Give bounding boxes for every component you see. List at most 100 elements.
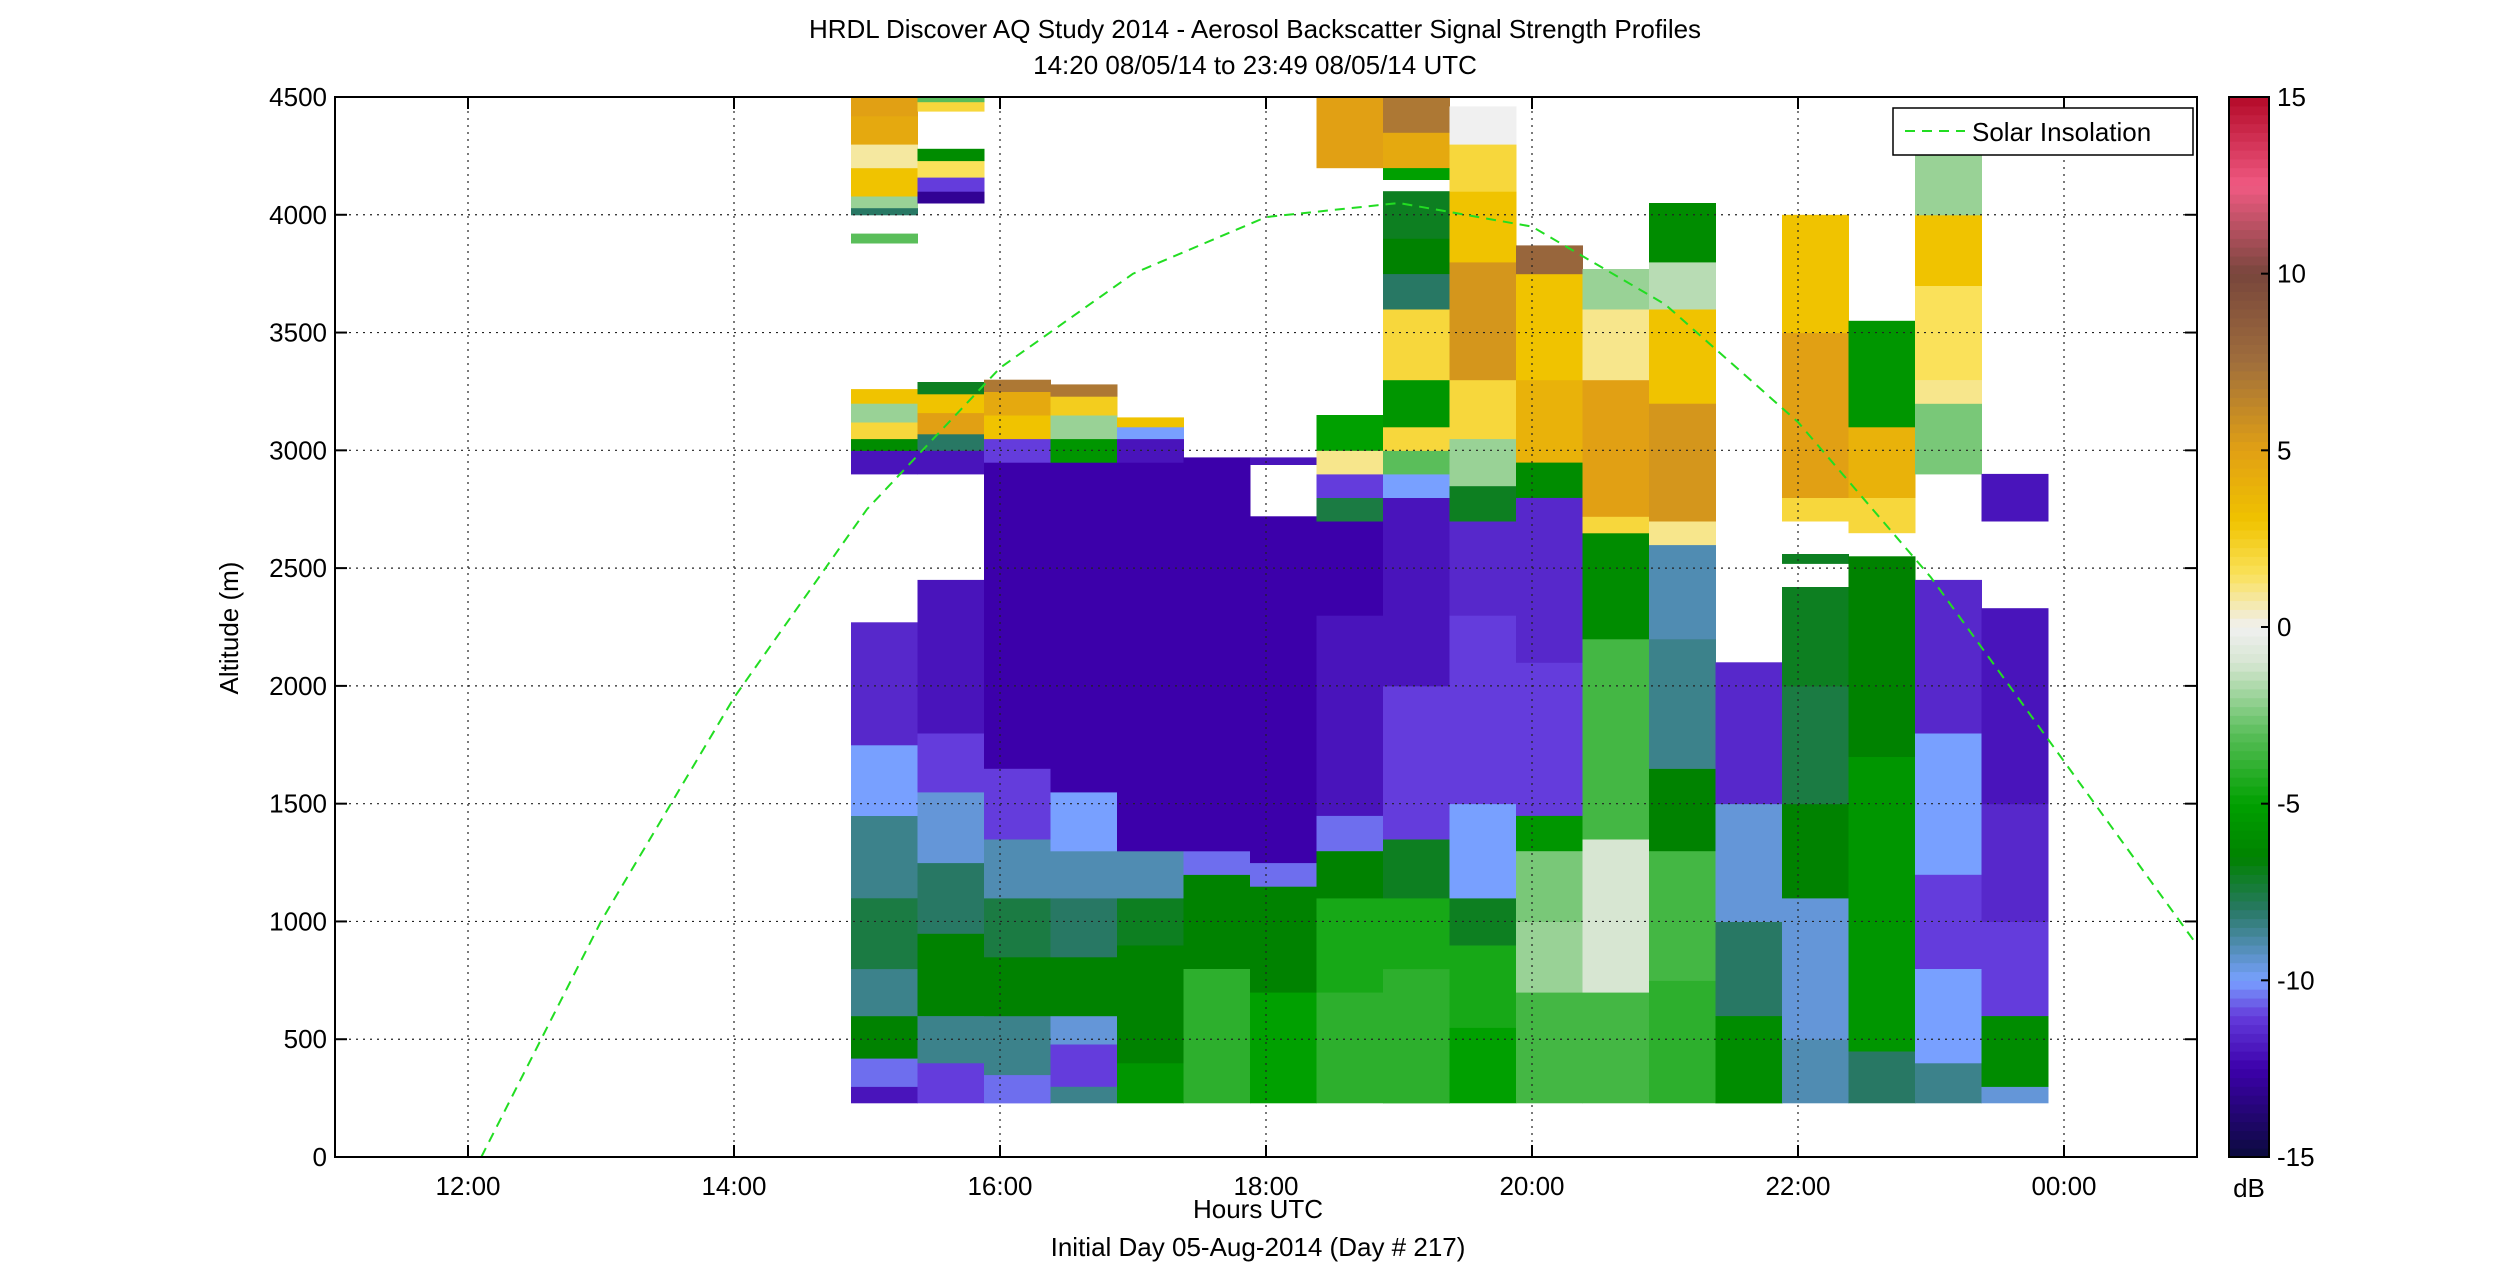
heatmap-cell: [851, 422, 918, 440]
x-tick-label: 22:00: [1765, 1171, 1830, 1201]
heatmap-cell: [1383, 238, 1450, 275]
heatmap-cell: [984, 897, 1051, 958]
colorbar-band: [2229, 264, 2269, 275]
colorbar-band: [2229, 1033, 2269, 1043]
heatmap-cell: [1316, 992, 1384, 1104]
colorbar-tick-label: 15: [2277, 82, 2306, 112]
heatmap-cell: [1848, 556, 1916, 757]
profile-column: [1915, 120, 1982, 1104]
heatmap-cell: [1582, 532, 1650, 640]
x-tick-label: 00:00: [2031, 1171, 2096, 1201]
heatmap-cell: [1050, 462, 1118, 793]
heatmap-cell: [1449, 144, 1517, 192]
colorbar-band: [2229, 909, 2269, 920]
heatmap-cell: [1383, 191, 1450, 239]
heatmap-cell: [1117, 438, 1184, 463]
colorbar-band: [2229, 680, 2269, 690]
heatmap-cell: [1250, 862, 1317, 887]
heatmap-cell: [1981, 608, 2049, 805]
heatmap-cell: [1050, 396, 1118, 416]
legend: Solar Insolation: [1892, 107, 2194, 156]
heatmap-cell: [984, 391, 1051, 416]
colorbar-band: [2229, 989, 2269, 999]
colorbar-band: [2229, 653, 2269, 663]
heatmap-cell: [851, 115, 918, 145]
colorbar-band: [2229, 1068, 2269, 1079]
colorbar-band: [2229, 326, 2269, 337]
colorbar-band: [2229, 309, 2269, 319]
heatmap-cell: [1183, 850, 1251, 875]
heatmap-cell: [1649, 768, 1716, 852]
colorbar-band: [2229, 856, 2269, 867]
heatmap-cell: [1981, 1015, 2049, 1087]
heatmap-cell: [851, 968, 918, 1017]
heatmap-cell: [1183, 1039, 1251, 1104]
colorbar-band: [2229, 918, 2269, 928]
heatmap-cell: [1516, 497, 1583, 663]
heatmap-cell: [1516, 921, 1583, 993]
heatmap-cell: [1050, 384, 1118, 397]
heatmap-cells: [851, 97, 2049, 1104]
heatmap-cell: [851, 207, 918, 216]
profile-column: [851, 97, 918, 1104]
heatmap-cell: [1383, 473, 1450, 498]
colorbar-band: [2229, 132, 2269, 142]
x-axis-label: Hours UTC: [1193, 1194, 1323, 1224]
colorbar-band: [2229, 203, 2269, 213]
heatmap-cell: [1117, 1015, 1184, 1064]
heatmap-cell: [1715, 803, 1783, 922]
colorbar-band: [2229, 1112, 2269, 1123]
colorbar-band: [2229, 362, 2269, 372]
heatmap-cell: [1582, 516, 1650, 534]
colorbar-band: [2229, 185, 2269, 195]
colorbar-band: [2229, 556, 2269, 566]
y-tick-label: 2000: [269, 671, 327, 701]
heatmap-cell: [1383, 132, 1450, 169]
heatmap-cell: [851, 450, 918, 475]
heatmap-cell: [1848, 756, 1916, 922]
colorbar-band: [2229, 582, 2269, 593]
heatmap-cell: [1782, 587, 1849, 687]
heatmap-cell: [1383, 968, 1450, 1104]
heatmap-cell: [1848, 1051, 1916, 1104]
heatmap-cell: [1117, 1062, 1184, 1104]
heatmap-cell: [1316, 97, 1384, 169]
x-tick-label: 14:00: [701, 1171, 766, 1201]
heatmap-cell: [1981, 803, 2049, 922]
heatmap-cell: [1915, 733, 1982, 875]
profile-column: [1582, 269, 1650, 1104]
colorbar-band: [2229, 538, 2269, 549]
heatmap-cell: [1117, 897, 1184, 946]
colorbar-tick-label: 5: [2277, 435, 2291, 465]
colorbar-band: [2229, 671, 2269, 681]
heatmap-cell: [917, 579, 985, 734]
heatmap-cell: [1715, 921, 1783, 1017]
colorbar-band: [2229, 397, 2269, 407]
x-tick-label: 18:00: [1233, 1171, 1298, 1201]
colorbar-band: [2229, 282, 2269, 292]
colorbar: -15 -10 -5 0 5 10 15: [2228, 82, 2315, 1172]
heatmap-cell: [1915, 874, 1982, 969]
colorbar-band: [2229, 441, 2269, 451]
heatmap-cell: [1449, 379, 1517, 440]
profile-column: [1782, 214, 1849, 1104]
heatmap-cell: [1848, 921, 1916, 1052]
colorbar-band: [2229, 1024, 2269, 1034]
heatmap-cell: [1649, 850, 1716, 981]
heatmap-cell: [1250, 516, 1317, 864]
colorbar-band: [2229, 847, 2269, 858]
heatmap-cell: [851, 1058, 918, 1087]
colorbar-band: [2229, 927, 2269, 937]
heatmap-cell: [1050, 956, 1118, 1017]
y-tick-label: 1500: [269, 789, 327, 819]
colorbar-band: [2229, 635, 2269, 646]
heatmap-cell: [1782, 497, 1849, 522]
heatmap-cell: [1649, 203, 1716, 263]
colorbar-band: [2229, 945, 2269, 955]
heatmap-cell: [917, 97, 985, 103]
colorbar-band: [2229, 97, 2269, 107]
solar-insolation-line: [480, 201, 2198, 1158]
heatmap-cell: [984, 379, 1051, 392]
heatmap-cell: [1250, 992, 1317, 1104]
